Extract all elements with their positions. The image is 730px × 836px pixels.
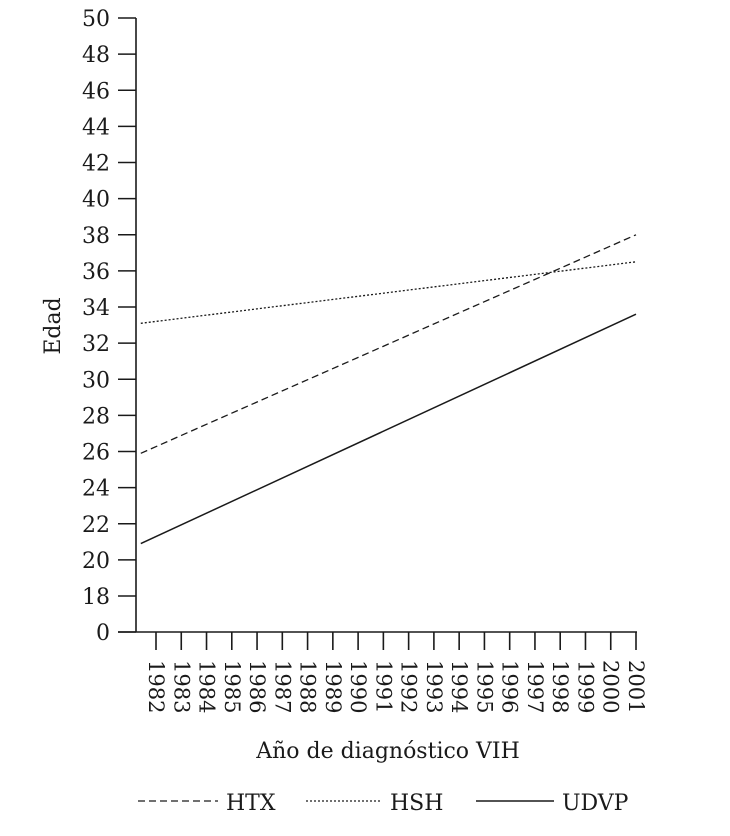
x-tick-label: 1995 <box>472 660 496 713</box>
series-line-htx <box>140 234 637 454</box>
x-tick-label: 1992 <box>397 660 421 713</box>
y-tick-label: 44 <box>82 115 110 140</box>
y-axis-ticks: 0 18 20 22 24 26 28 30 32 34 36 38 40 42 44 46 48 50 <box>82 7 136 646</box>
y-axis-title: Edad <box>41 297 66 354</box>
x-tick-label: 1982 <box>144 660 168 713</box>
y-tick-label: 26 <box>82 441 110 466</box>
axes <box>118 18 637 633</box>
y-tick-label: 48 <box>82 43 110 68</box>
legend-label-htx: HTX <box>226 791 276 816</box>
x-tick-label: 1994 <box>447 660 471 713</box>
legend-label-hsh: HSH <box>390 791 443 816</box>
x-tick-label: 1983 <box>169 660 193 713</box>
y-tick-label: 30 <box>82 368 110 393</box>
y-tick-label: 28 <box>82 404 110 429</box>
y-tick-label: 38 <box>82 224 110 249</box>
y-tick-label: 18 <box>82 585 110 610</box>
series-line-hsh <box>140 261 637 324</box>
x-tick-label: 2000 <box>599 660 623 713</box>
y-tick-label: 24 <box>82 477 110 502</box>
y-tick-label: 36 <box>82 260 110 285</box>
x-tick-label: 1998 <box>548 660 572 713</box>
series-line-udvp <box>140 313 637 545</box>
x-tick-label: 1984 <box>195 660 219 713</box>
x-axis-ticks: 1982 1983 1984 1985 1986 1987 1988 1989 1990 1991… <box>144 632 648 713</box>
x-tick-label: 1999 <box>573 660 597 713</box>
y-tick-label: 0 <box>96 621 110 646</box>
y-tick-label: 46 <box>82 79 110 104</box>
y-tick-label: 32 <box>82 332 110 357</box>
x-tick-label: 1997 <box>523 660 547 713</box>
y-tick-label: 22 <box>82 513 110 538</box>
x-tick-label: 1985 <box>220 660 244 713</box>
series-lines <box>140 234 637 545</box>
x-tick-label: 1987 <box>270 660 294 713</box>
x-tick-label: 1988 <box>296 660 320 713</box>
x-tick-label: 1990 <box>346 660 370 713</box>
legend: HTX HSH UDVP <box>138 791 629 816</box>
y-tick-label: 50 <box>82 7 110 32</box>
x-tick-label: 1989 <box>321 660 345 713</box>
x-tick-label: 1993 <box>422 660 446 713</box>
x-tick-label: 2001 <box>624 660 648 713</box>
y-tick-label: 20 <box>82 549 110 574</box>
x-tick-label: 1996 <box>498 660 522 713</box>
y-tick-label: 40 <box>82 188 110 213</box>
x-axis-title: Año de diagnóstico VIH <box>255 739 520 764</box>
y-tick-label: 34 <box>82 296 110 321</box>
x-tick-label: 1986 <box>245 660 269 713</box>
x-tick-label: 1991 <box>371 660 395 713</box>
y-tick-label: 42 <box>82 152 110 177</box>
legend-label-udvp: UDVP <box>562 791 629 816</box>
